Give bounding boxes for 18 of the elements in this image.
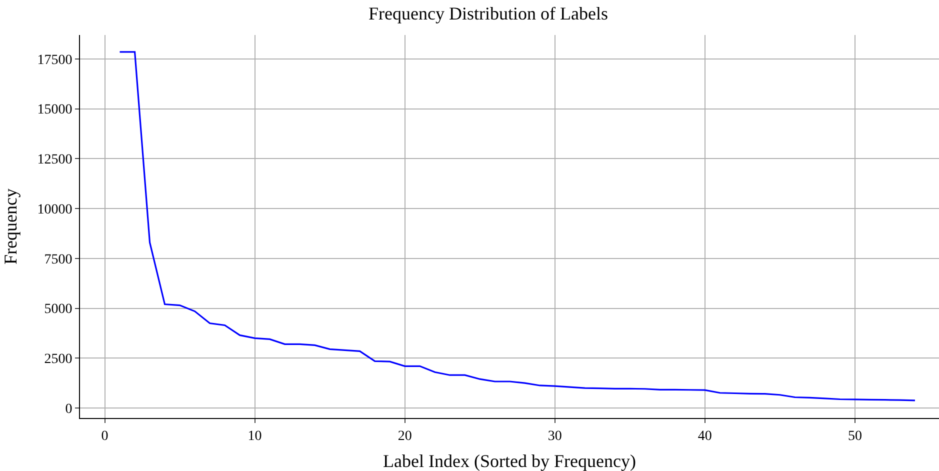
y-axis-title: Frequency: [0, 188, 20, 264]
x-tick-label: 50: [848, 428, 862, 444]
x-tick-label: 30: [548, 428, 562, 444]
x-axis-title: Label Index (Sorted by Frequency): [383, 451, 636, 471]
y-tick-label: 0: [65, 402, 72, 417]
x-tick-label: 40: [698, 428, 712, 444]
y-tick-label: 10000: [37, 202, 72, 218]
x-tick-label: 10: [248, 428, 262, 444]
y-tick-label: 15000: [37, 102, 72, 118]
y-tick-label: 2500: [44, 352, 72, 368]
x-tick-label: 0: [101, 428, 108, 444]
chart-title: Frequency Distribution of Labels: [368, 4, 608, 24]
line-series: [118, 51, 916, 402]
y-tick-label: 12500: [37, 152, 72, 168]
y-tick-label: 17500: [37, 52, 72, 68]
y-tick-label: 7500: [44, 252, 72, 268]
x-tick-label: 20: [398, 428, 412, 444]
y-tick-label: 5000: [44, 302, 72, 318]
